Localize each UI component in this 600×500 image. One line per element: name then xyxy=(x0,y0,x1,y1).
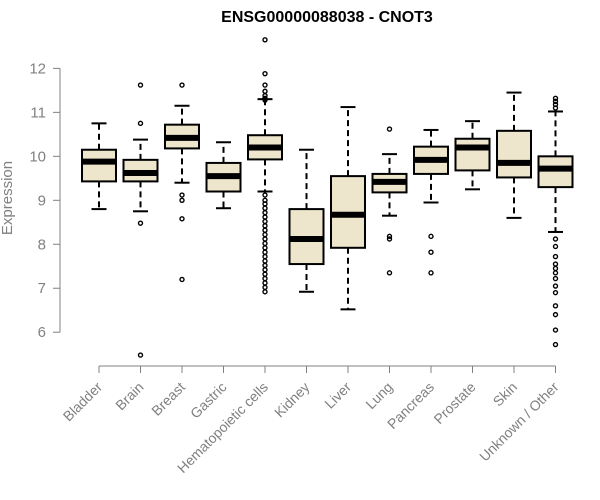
outlier-point xyxy=(552,327,559,333)
outlier-point xyxy=(262,258,268,264)
y-tick-label: 12 xyxy=(29,60,46,77)
outlier-point xyxy=(262,205,268,211)
box-pancreas xyxy=(413,128,449,276)
box-unknown-other xyxy=(537,95,574,348)
x-tick-label: Breast xyxy=(148,379,188,419)
x-tick-label: Skin xyxy=(490,379,521,410)
outlier-point xyxy=(428,270,434,276)
outlier-point xyxy=(262,249,268,255)
outlier-point xyxy=(262,271,268,277)
outlier-point xyxy=(262,82,268,88)
outlier-point xyxy=(428,233,434,240)
y-tick-label: 11 xyxy=(30,104,46,121)
outlier-point xyxy=(179,82,185,88)
outlier-point xyxy=(552,275,559,282)
outlier-point xyxy=(552,265,559,272)
outlier-point xyxy=(262,218,268,225)
outlier-point xyxy=(552,283,559,289)
outlier-point xyxy=(262,280,268,286)
outlier-point xyxy=(262,70,268,77)
box-iqr xyxy=(537,155,574,189)
outlier-point xyxy=(552,253,559,260)
outlier-point xyxy=(262,236,268,242)
x-tick-label: Bladder xyxy=(60,379,106,425)
box-iqr xyxy=(81,148,117,183)
outlier-point xyxy=(386,236,393,242)
outlier-point xyxy=(262,201,268,207)
box-iqr xyxy=(496,129,532,179)
box-skin xyxy=(496,91,532,219)
x-tick-label: Lung xyxy=(362,379,395,412)
outlier-point xyxy=(552,270,559,276)
x-tick-label: Unknown / Other xyxy=(476,379,562,465)
x-tick-label: Brain xyxy=(112,379,146,413)
outlier-point xyxy=(552,341,559,348)
outlier-point xyxy=(552,261,559,267)
outlier-point xyxy=(262,227,268,233)
y-tick-label: 9 xyxy=(38,192,46,209)
y-tick-label: 10 xyxy=(29,148,46,165)
outlier-point xyxy=(262,245,268,251)
outlier-point xyxy=(262,37,268,43)
box-brain xyxy=(122,82,159,358)
x-tick-label: Prostate xyxy=(430,379,478,427)
outlier-point xyxy=(179,216,185,222)
outlier-point xyxy=(552,236,559,242)
outlier-point xyxy=(137,352,144,358)
outlier-point xyxy=(552,311,559,318)
outlier-point xyxy=(179,276,185,283)
x-tick-label: Kidney xyxy=(271,379,313,421)
outlier-point xyxy=(262,284,268,291)
outlier-point xyxy=(552,303,559,309)
y-axis-label: Expression xyxy=(0,161,16,235)
box-iqr xyxy=(454,137,491,172)
boxes xyxy=(81,37,574,358)
box-liver xyxy=(330,106,366,311)
outlier-point xyxy=(137,120,144,127)
outlier-point xyxy=(386,233,393,240)
outlier-point xyxy=(552,243,559,250)
outlier-point xyxy=(262,275,268,282)
box-prostate xyxy=(454,120,491,191)
y-tick-label: 7 xyxy=(38,280,46,297)
outlier-point xyxy=(552,105,559,111)
outlier-point xyxy=(386,270,393,276)
outlier-point xyxy=(262,262,268,269)
outlier-point xyxy=(137,220,144,226)
outlier-point xyxy=(262,97,268,103)
box-hematopoietic-cells xyxy=(247,37,283,295)
outlier-point xyxy=(137,82,144,88)
box-gastric xyxy=(205,141,242,210)
x-tick-label: Liver xyxy=(321,379,354,412)
outlier-point xyxy=(552,289,559,296)
outlier-point xyxy=(179,192,185,198)
outlier-point xyxy=(179,197,185,204)
outlier-point xyxy=(262,289,268,295)
outlier-point xyxy=(262,240,268,247)
outlier-point xyxy=(262,231,268,238)
outlier-point xyxy=(262,214,268,220)
outlier-point xyxy=(262,192,268,198)
outlier-point xyxy=(552,95,559,101)
y-tick-label: 8 xyxy=(38,236,46,253)
box-bladder xyxy=(81,122,117,211)
outlier-point xyxy=(428,249,434,255)
outlier-point xyxy=(262,267,268,273)
outlier-point xyxy=(262,253,268,260)
outlier-point xyxy=(262,209,268,216)
box-breast xyxy=(164,82,200,283)
y-axis: 6 7 8 9 10 11 12 xyxy=(29,60,61,341)
box-kidney xyxy=(288,148,325,293)
box-lung xyxy=(371,126,408,276)
outlier-point xyxy=(552,98,559,105)
y-tick-label: 6 xyxy=(38,324,46,341)
chart-title: ENSG00000088038 - CNOT3 xyxy=(221,9,433,26)
outlier-point xyxy=(262,223,268,229)
outlier-point xyxy=(386,126,393,132)
outlier-point xyxy=(262,88,268,94)
